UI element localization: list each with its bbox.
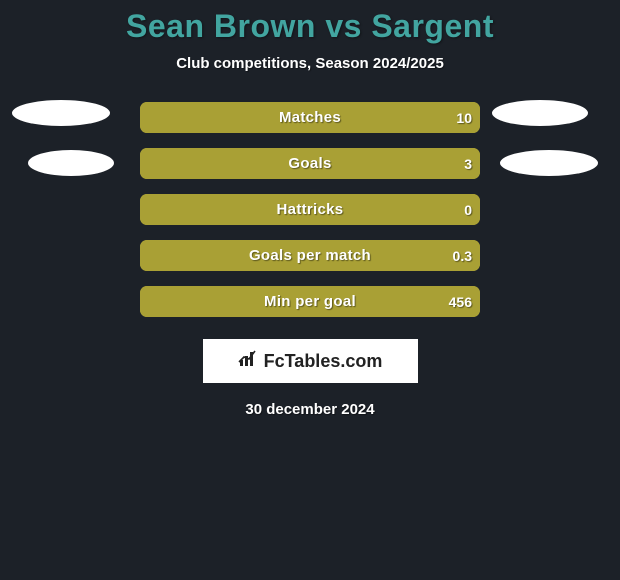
stat-row: Min per goal 456	[140, 286, 480, 317]
logo-text: FcTables.com	[264, 351, 383, 372]
stat-label: Goals per match	[249, 247, 371, 264]
stat-label: Matches	[279, 109, 341, 126]
stat-row: Matches 10	[140, 102, 480, 133]
player-ellipse	[500, 150, 598, 176]
stat-value-right: 3	[464, 156, 472, 172]
stat-row: Goals per match 0.3	[140, 240, 480, 271]
page-title: Sean Brown vs Sargent	[126, 8, 494, 45]
stat-row: Hattricks 0	[140, 194, 480, 225]
stat-label: Min per goal	[264, 293, 356, 310]
player-ellipse	[12, 100, 110, 126]
stat-value-right: 0.3	[453, 248, 472, 264]
stat-value-right: 0	[464, 202, 472, 218]
stats-container: Matches 10 Goals 3 Hattricks 0 Goals per match…	[140, 102, 480, 317]
player-ellipse	[492, 100, 588, 126]
logo-box[interactable]: FcTables.com	[203, 339, 418, 383]
stat-label: Hattricks	[277, 201, 344, 218]
page-subtitle: Club competitions, Season 2024/2025	[176, 55, 444, 72]
player-ellipse	[28, 150, 114, 176]
compare-area: Matches 10 Goals 3 Hattricks 0 Goals per match…	[0, 102, 620, 317]
stat-row: Goals 3	[140, 148, 480, 179]
date-text: 30 december 2024	[245, 401, 374, 418]
stat-value-right: 10	[456, 110, 472, 126]
bar-chart-icon	[238, 350, 260, 373]
stat-value-right: 456	[449, 294, 472, 310]
stat-label: Goals	[288, 155, 331, 172]
page-root: Sean Brown vs Sargent Club competitions,…	[0, 0, 620, 580]
